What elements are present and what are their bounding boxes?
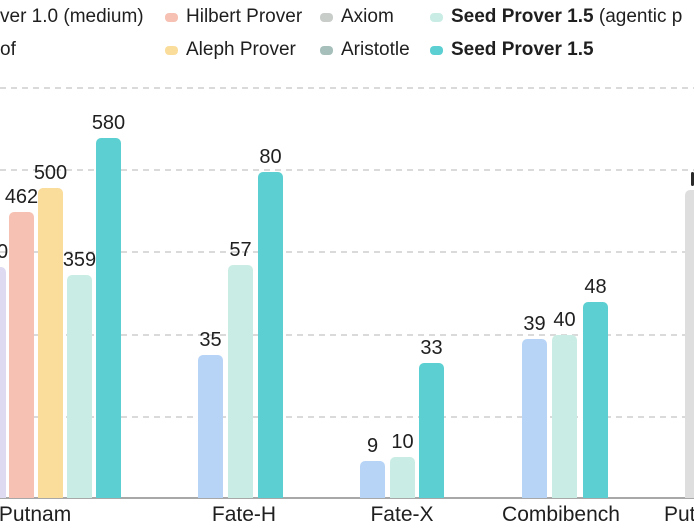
category-label-fate-x: Fate-X xyxy=(370,503,434,526)
bar-fate-x-teal xyxy=(419,363,444,498)
legend-item-seed-prover-15-agentic: Seed Prover 1.5 (agentic p xyxy=(430,5,682,29)
bar-putnam-yellow xyxy=(38,188,63,498)
bar-putnam-teal xyxy=(96,138,121,498)
bar-value-label: 57 xyxy=(229,239,252,261)
legend-item-aristotle: Aristotle xyxy=(320,38,410,62)
bar-value-label: 359 xyxy=(62,249,97,271)
legend-label: Seed Prover 1.5 (agentic p xyxy=(451,6,683,27)
legend-swatch-seed-prover-15-agentic xyxy=(430,12,443,22)
legend-item-axiom: Axiom xyxy=(320,5,394,29)
legend-swatch-aleph-prover xyxy=(165,45,178,55)
bar-fate-h-teal xyxy=(258,172,283,498)
legend-item-hilbert-prover: Hilbert Prover xyxy=(165,5,302,29)
bar-fate-x-blue xyxy=(360,461,385,498)
legend-swatch-axiom xyxy=(320,12,333,22)
category-label-putnam: Putnam xyxy=(0,503,72,526)
gridline xyxy=(0,251,694,253)
bar-putnam-lavender xyxy=(0,267,6,498)
gridline xyxy=(0,416,694,418)
legend-swatch-seed-prover-15 xyxy=(430,45,443,55)
gridline xyxy=(0,169,694,171)
legend-item-cropped-row1: ver 1.0 (medium) xyxy=(0,5,144,29)
bar-value-label: 580 xyxy=(91,112,126,134)
legend-label: Aleph Prover xyxy=(186,39,296,60)
bar-value-label: 33 xyxy=(420,337,443,359)
bar-value-label: 35 xyxy=(199,329,222,351)
bar-combibench-teal xyxy=(583,302,608,498)
bar-combibench-blue xyxy=(522,339,547,498)
legend-swatch-hilbert-prover xyxy=(165,12,178,22)
x-axis-line xyxy=(0,497,694,499)
legend-label: Aristotle xyxy=(341,39,410,60)
legend-swatch-aristotle xyxy=(320,45,333,55)
bar-value-label: 80 xyxy=(259,146,282,168)
legend-item-seed-prover-15: Seed Prover 1.5 xyxy=(430,38,594,62)
bar-combibench-mint xyxy=(552,335,577,498)
bar-value-label: 40 xyxy=(553,309,576,331)
cropped-value-label-fragment xyxy=(691,172,694,186)
category-label-fate-h: Fate-H xyxy=(211,503,277,526)
bar-value-label: 9 xyxy=(366,435,379,457)
legend-label: ver 1.0 (medium) xyxy=(0,6,144,27)
bar-putnam-salmon xyxy=(9,212,34,498)
category-label-combibench: Combibench xyxy=(502,503,620,526)
legend-label: Hilbert Prover xyxy=(186,6,303,27)
legend-label: Seed Prover 1.5 xyxy=(451,39,594,60)
bar-value-label: 0 xyxy=(0,241,9,263)
legend-item-cropped-row2: of xyxy=(0,38,16,62)
bar-value-label: 48 xyxy=(584,276,607,298)
bar-fate-h-mint xyxy=(228,265,253,498)
bar-putnam-mint xyxy=(67,275,92,498)
bar-fate-h-blue xyxy=(198,355,223,498)
category-label-put: Put xyxy=(664,503,694,526)
legend-label: of xyxy=(0,39,16,60)
legend-item-aleph-prover: Aleph Prover xyxy=(165,38,296,62)
gridline xyxy=(0,334,694,336)
bar-value-label: 10 xyxy=(391,431,414,453)
bar-value-label: 500 xyxy=(33,162,68,184)
bar-value-label: 39 xyxy=(523,313,546,335)
bar-value-label: 462 xyxy=(4,186,39,208)
gridline xyxy=(0,87,694,89)
bar-fate-x-mint xyxy=(390,457,415,498)
bar-put-graybar xyxy=(685,190,694,498)
legend-label: Axiom xyxy=(341,6,394,27)
